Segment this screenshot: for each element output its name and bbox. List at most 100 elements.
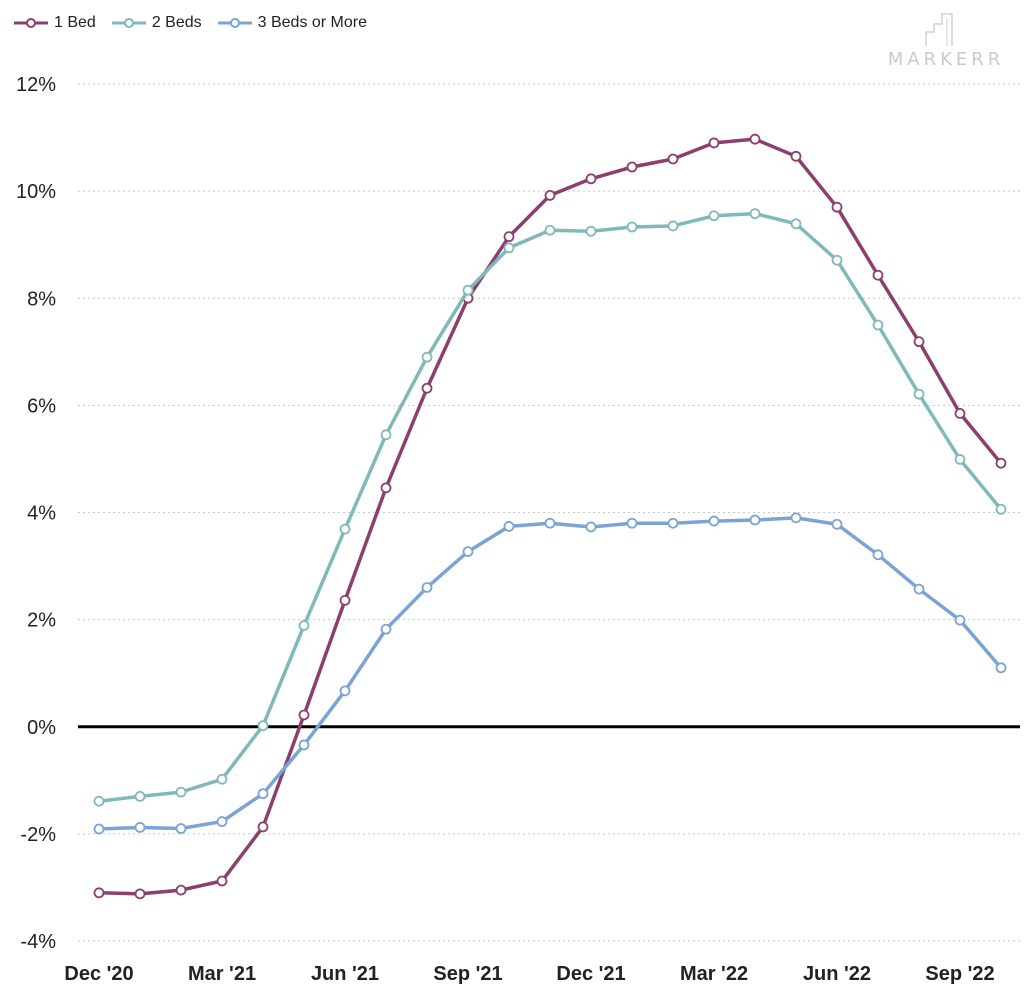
data-point[interactable] bbox=[421, 351, 433, 363]
data-point[interactable] bbox=[708, 515, 720, 527]
data-point[interactable] bbox=[749, 133, 761, 145]
data-point[interactable] bbox=[954, 614, 966, 626]
data-point[interactable] bbox=[585, 225, 597, 237]
data-point[interactable] bbox=[667, 220, 679, 232]
data-point[interactable] bbox=[667, 517, 679, 529]
y-tick-label: 8% bbox=[27, 288, 56, 310]
gridlines bbox=[78, 83, 1020, 942]
data-point[interactable] bbox=[872, 319, 884, 331]
y-tick-label: -2% bbox=[20, 824, 56, 846]
data-point[interactable] bbox=[831, 254, 843, 266]
x-tick-label: Dec '21 bbox=[556, 963, 625, 985]
x-tick-label: Mar '22 bbox=[680, 963, 748, 985]
data-point[interactable] bbox=[339, 594, 351, 606]
data-point[interactable] bbox=[544, 517, 556, 529]
data-point[interactable] bbox=[380, 623, 392, 635]
series-line bbox=[98, 211, 1003, 803]
data-point[interactable] bbox=[626, 221, 638, 233]
data-point[interactable] bbox=[995, 457, 1007, 469]
series-2-beds bbox=[93, 208, 1007, 807]
data-point[interactable] bbox=[995, 662, 1007, 674]
data-point[interactable] bbox=[421, 582, 433, 593]
data-point[interactable] bbox=[790, 218, 802, 230]
data-point[interactable] bbox=[626, 517, 638, 529]
data-point[interactable] bbox=[257, 720, 269, 732]
data-point[interactable] bbox=[626, 161, 638, 173]
data-point[interactable] bbox=[298, 739, 310, 751]
x-tick-label: Jun '22 bbox=[803, 963, 871, 985]
data-point[interactable] bbox=[872, 269, 884, 281]
legend-item-1-bed[interactable]: 1 Bed bbox=[14, 14, 96, 32]
legend-item-2-beds[interactable]: 2 Beds bbox=[111, 14, 202, 32]
data-point[interactable] bbox=[216, 875, 228, 887]
data-point[interactable] bbox=[134, 822, 146, 833]
data-point[interactable] bbox=[913, 388, 925, 400]
data-point[interactable] bbox=[954, 454, 966, 465]
data-point[interactable] bbox=[913, 336, 925, 348]
data-point[interactable] bbox=[134, 790, 146, 802]
data-point[interactable] bbox=[503, 231, 515, 243]
logo-text: MARKERR bbox=[887, 49, 1005, 70]
data-point[interactable] bbox=[831, 201, 843, 213]
data-point[interactable] bbox=[790, 150, 802, 162]
data-point[interactable] bbox=[380, 429, 392, 441]
data-point[interactable] bbox=[749, 514, 761, 526]
data-point[interactable] bbox=[175, 823, 187, 834]
x-axis-ticks: Dec '20 Mar '21 Jun '21 Sep '21 Dec '21 Mar '… bbox=[64, 963, 994, 985]
data-point[interactable] bbox=[585, 173, 597, 185]
series-line bbox=[98, 516, 1003, 831]
data-point[interactable] bbox=[298, 620, 310, 631]
data-point[interactable] bbox=[790, 512, 802, 524]
x-tick-label: Mar '21 bbox=[188, 963, 256, 985]
y-tick-label: -4% bbox=[20, 931, 56, 953]
data-point[interactable] bbox=[503, 521, 515, 532]
data-point[interactable] bbox=[462, 546, 474, 558]
data-point[interactable] bbox=[93, 823, 105, 835]
legend-swatch-2-beds-icon bbox=[111, 18, 146, 28]
data-point[interactable] bbox=[954, 408, 966, 419]
data-point[interactable] bbox=[339, 523, 351, 535]
data-point[interactable] bbox=[708, 137, 720, 149]
data-point[interactable] bbox=[544, 224, 556, 236]
data-point[interactable] bbox=[421, 382, 433, 394]
data-point[interactable] bbox=[339, 685, 351, 697]
data-point[interactable] bbox=[257, 821, 269, 833]
series-3-beds-or-more bbox=[93, 512, 1007, 835]
data-point[interactable] bbox=[257, 788, 269, 800]
data-point[interactable] bbox=[831, 518, 843, 530]
x-tick-label: Jun '21 bbox=[311, 963, 379, 985]
data-point[interactable] bbox=[462, 284, 474, 296]
data-point[interactable] bbox=[708, 210, 720, 222]
data-point[interactable] bbox=[872, 549, 884, 561]
x-tick-label: Dec '20 bbox=[64, 963, 133, 985]
legend-item-3-beds-or-more[interactable]: 3 Beds or More bbox=[217, 14, 367, 32]
data-point[interactable] bbox=[544, 190, 556, 201]
y-tick-label: 10% bbox=[16, 181, 56, 203]
data-point[interactable] bbox=[749, 208, 761, 220]
data-point[interactable] bbox=[216, 773, 228, 785]
x-tick-label: Sep '22 bbox=[925, 963, 994, 985]
data-point[interactable] bbox=[175, 884, 187, 896]
y-tick-label: 6% bbox=[27, 395, 56, 417]
data-point[interactable] bbox=[667, 153, 679, 165]
y-tick-label: 12% bbox=[16, 74, 56, 96]
data-point[interactable] bbox=[298, 709, 310, 721]
data-point[interactable] bbox=[175, 786, 187, 798]
y-tick-label: 4% bbox=[27, 503, 56, 525]
x-tick-label: Sep '21 bbox=[433, 963, 502, 985]
data-point[interactable] bbox=[913, 583, 925, 595]
legend-label-2-beds: 2 Beds bbox=[151, 14, 202, 31]
data-point[interactable] bbox=[93, 887, 105, 899]
series-1-bed bbox=[93, 133, 1007, 900]
data-point[interactable] bbox=[93, 795, 105, 807]
y-tick-label: 0% bbox=[27, 717, 56, 739]
data-point[interactable] bbox=[380, 482, 392, 494]
series-line bbox=[98, 137, 1003, 896]
legend: 1 Bed 2 Beds 3 Beds or More bbox=[14, 14, 367, 32]
data-point[interactable] bbox=[995, 503, 1007, 515]
data-point[interactable] bbox=[134, 888, 146, 900]
data-point[interactable] bbox=[216, 816, 228, 827]
data-point[interactable] bbox=[503, 242, 515, 254]
data-point[interactable] bbox=[585, 521, 597, 533]
